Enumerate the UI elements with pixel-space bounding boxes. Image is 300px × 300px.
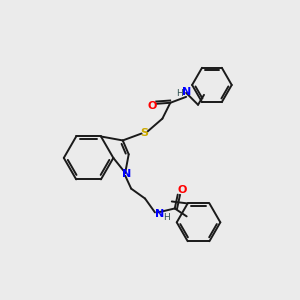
Text: O: O — [148, 101, 157, 111]
Text: H: H — [176, 89, 183, 98]
Text: N: N — [155, 209, 164, 219]
Text: S: S — [141, 128, 148, 137]
Text: H: H — [164, 213, 170, 222]
Text: O: O — [177, 184, 186, 195]
Text: N: N — [182, 87, 191, 97]
Text: N: N — [122, 169, 131, 179]
